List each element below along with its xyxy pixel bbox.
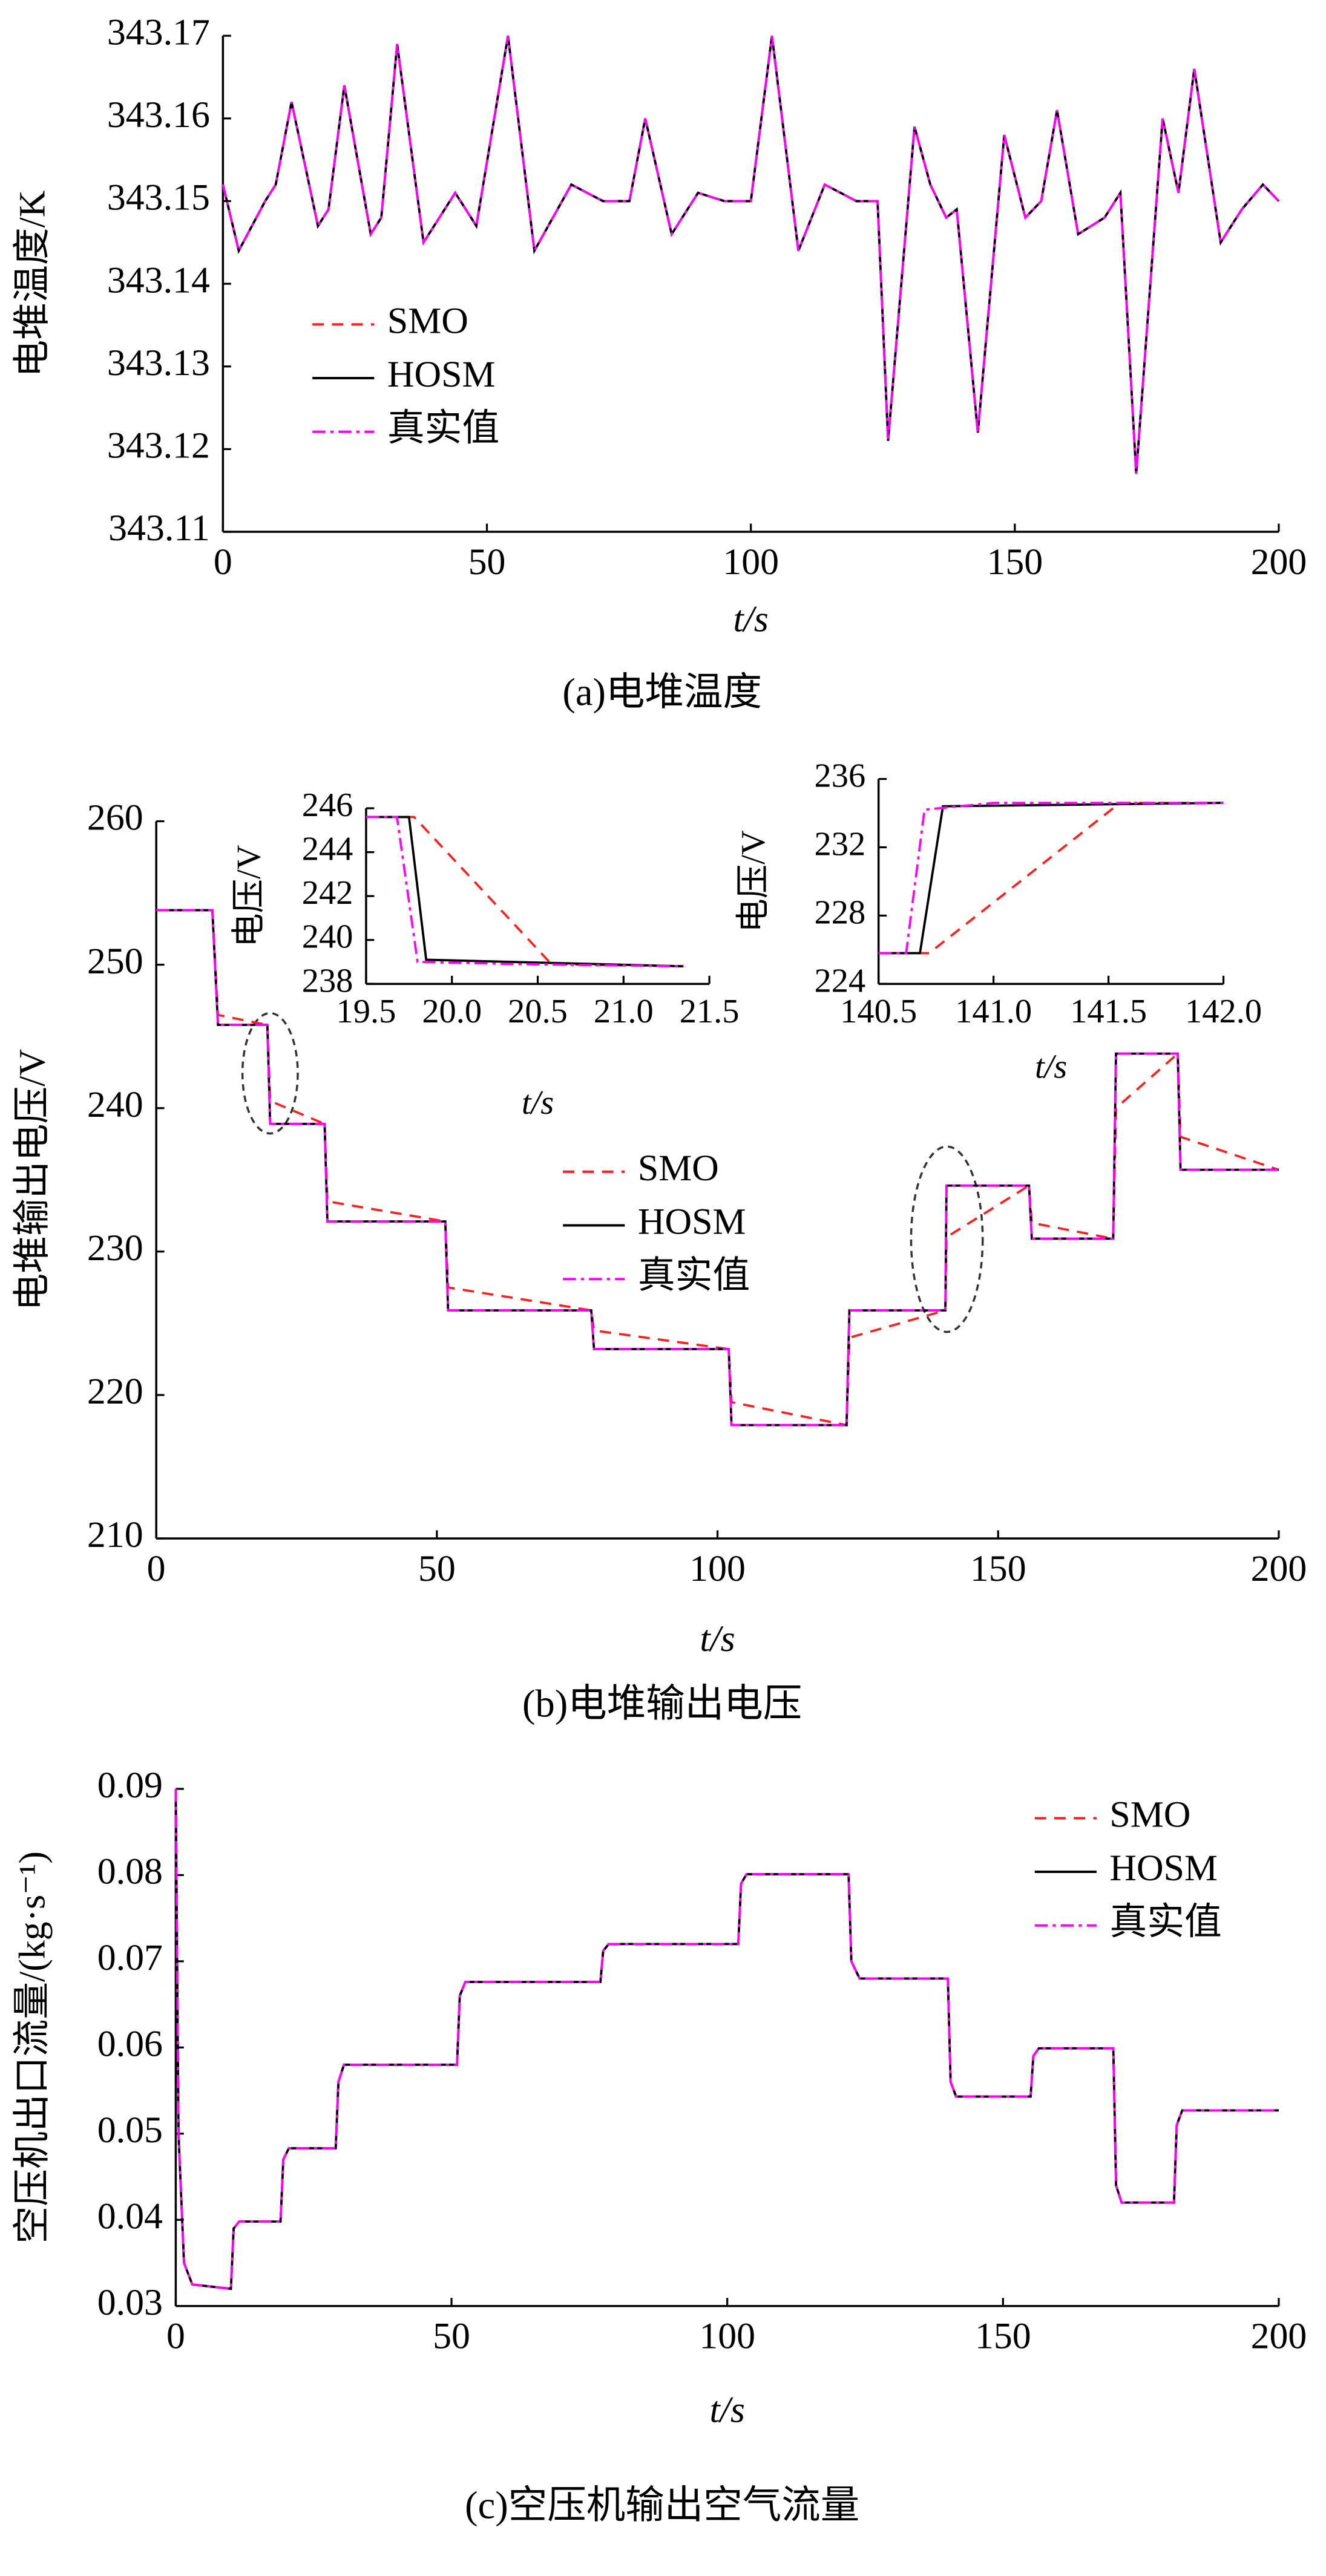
caption: (a)电堆温度 — [562, 670, 762, 713]
x-tick-label: 150 — [986, 541, 1043, 583]
y-tick-label: 260 — [87, 797, 143, 839]
x-tick-label: 200 — [1251, 1548, 1307, 1589]
legend-label: SMO — [1109, 1794, 1190, 1836]
x-tick-label: 19.5 — [336, 993, 396, 1030]
series-line — [222, 35, 1280, 474]
legend-label: 真实值 — [1109, 1901, 1221, 1943]
x-tick-label: 100 — [723, 541, 779, 583]
y-tick-label: 246 — [302, 786, 353, 824]
y-tick-label: 343.16 — [107, 94, 210, 136]
y-tick-label: 242 — [302, 874, 353, 912]
x-axis-label: t/s — [522, 1084, 554, 1122]
highlight-ellipse — [910, 1145, 984, 1333]
y-tick-label: 220 — [87, 1371, 143, 1412]
y-axis-label: 电压/V — [231, 845, 268, 947]
y-tick-label: 232 — [815, 825, 866, 863]
y-axis-label: 电堆温度/K — [11, 191, 53, 378]
legend-label: SMO — [387, 300, 468, 341]
y-tick-label: 230 — [87, 1228, 143, 1269]
y-tick-label: 343.11 — [108, 508, 210, 549]
x-tick-label: 50 — [468, 541, 506, 583]
x-tick-label: 0 — [214, 541, 232, 583]
legend-label: HOSM — [1109, 1848, 1218, 1889]
y-tick-label: 343.17 — [107, 11, 210, 53]
x-axis-label: t/s — [700, 1618, 735, 1659]
x-tick-label: 140.5 — [840, 993, 917, 1030]
x-tick-label: 21.0 — [594, 993, 654, 1030]
y-axis-label: 空压机出口流量/(kg·s⁻¹) — [11, 1851, 53, 2244]
y-tick-label: 343.15 — [107, 177, 210, 218]
y-tick-label: 228 — [815, 894, 866, 931]
y-tick-label: 244 — [302, 831, 353, 868]
y-tick-label: 236 — [815, 757, 866, 795]
y-tick-label: 238 — [302, 962, 353, 999]
x-tick-label: 100 — [689, 1548, 746, 1589]
series-line — [222, 35, 1280, 474]
x-tick-label: 150 — [970, 1548, 1026, 1589]
series-line — [878, 802, 1224, 955]
y-tick-label: 0.05 — [97, 2110, 163, 2151]
inset-background — [878, 779, 1224, 984]
x-axis-label: t/s — [709, 2389, 744, 2430]
legend-label: SMO — [638, 1148, 719, 1189]
y-tick-label: 0.04 — [97, 2195, 163, 2237]
y-tick-label: 343.14 — [107, 260, 210, 301]
x-tick-label: 200 — [1251, 2316, 1307, 2357]
series-line — [174, 1788, 1279, 2290]
x-tick-label: 100 — [699, 2316, 755, 2357]
y-tick-label: 0.03 — [97, 2282, 163, 2323]
y-tick-label: 240 — [87, 1084, 143, 1125]
legend-label: HOSM — [387, 354, 496, 395]
y-axis-label: 电压/V — [735, 830, 772, 933]
x-tick-label: 20.5 — [508, 993, 568, 1030]
x-tick-label: 50 — [418, 1548, 456, 1589]
caption: (c)空压机输出空气流量 — [465, 2484, 859, 2527]
y-tick-label: 224 — [815, 962, 866, 999]
x-tick-label: 141.0 — [955, 993, 1032, 1030]
y-tick-label: 343.13 — [107, 342, 210, 384]
y-tick-label: 250 — [87, 941, 143, 982]
highlight-ellipse — [241, 1012, 299, 1135]
x-tick-label: 141.5 — [1070, 993, 1147, 1030]
y-tick-label: 210 — [87, 1514, 143, 1555]
x-axis-label: t/s — [1035, 1048, 1067, 1086]
x-tick-label: 150 — [975, 2316, 1031, 2357]
legend-label: 真实值 — [638, 1255, 750, 1296]
y-tick-label: 343.12 — [107, 425, 210, 466]
x-tick-label: 20.0 — [422, 993, 482, 1030]
y-tick-label: 0.07 — [97, 1937, 163, 1978]
series-line — [222, 35, 1280, 474]
series-line — [366, 816, 684, 968]
legend-label: HOSM — [638, 1201, 746, 1243]
y-axis-label: 电堆输出电压/V — [11, 1049, 53, 1311]
y-tick-label: 0.09 — [97, 1765, 163, 1806]
x-tick-label: 0 — [166, 2316, 185, 2357]
x-tick-label: 21.5 — [680, 993, 740, 1030]
x-tick-label: 50 — [433, 2316, 470, 2357]
series-line — [156, 909, 1279, 1427]
x-tick-label: 200 — [1251, 541, 1307, 583]
series-line — [366, 816, 684, 968]
x-tick-label: 0 — [147, 1548, 166, 1589]
y-tick-label: 0.08 — [97, 1851, 163, 1892]
legend-label: 真实值 — [387, 408, 499, 449]
caption: (b)电堆输出电压 — [522, 1682, 802, 1725]
y-tick-label: 240 — [302, 918, 353, 956]
x-tick-label: 142.0 — [1185, 993, 1262, 1030]
x-axis-label: t/s — [733, 599, 768, 640]
y-tick-label: 0.06 — [97, 2024, 163, 2065]
inset-background — [366, 808, 710, 984]
